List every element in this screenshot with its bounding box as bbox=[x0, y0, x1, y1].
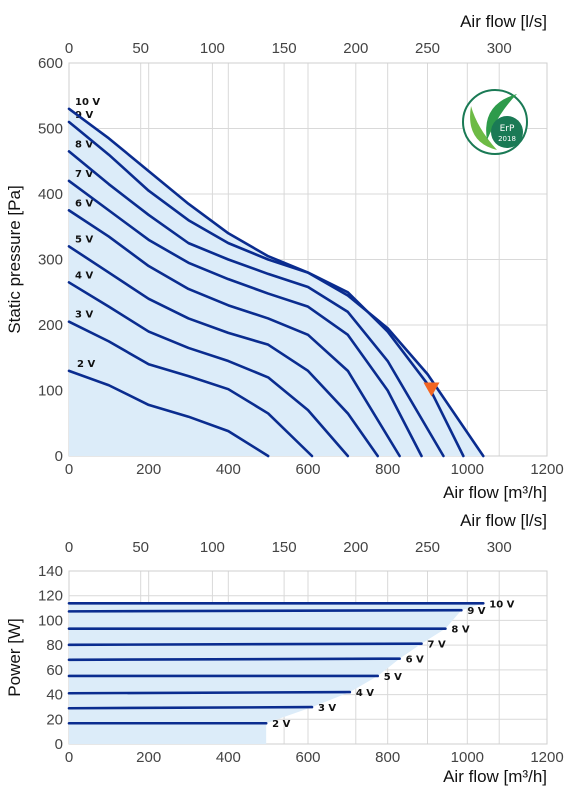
curve-label: 8 V bbox=[451, 625, 469, 636]
curve-label: 4 V bbox=[75, 270, 93, 281]
curve-label: 5 V bbox=[384, 672, 402, 683]
leaf-icon bbox=[486, 94, 517, 140]
curve-7v bbox=[67, 179, 423, 458]
x-tick-label: 800 bbox=[375, 461, 400, 478]
curve-label: 5 V bbox=[75, 234, 93, 245]
y-tick-label: 200 bbox=[38, 317, 63, 334]
y-tick-label: 100 bbox=[38, 383, 63, 400]
x2-tick-label: 0 bbox=[65, 539, 73, 556]
x-tick-label: 200 bbox=[136, 461, 161, 478]
pressure-chart: 2 V 3 V 4 V 5 V 6 V 7 V 8 V 9 V 10 V 0 200 400 600 80… bbox=[5, 12, 564, 502]
curve-label: 9 V bbox=[467, 606, 485, 617]
y-tick-label: 120 bbox=[38, 588, 63, 605]
x-tick-label: 400 bbox=[216, 749, 241, 766]
x-tick-label: 400 bbox=[216, 461, 241, 478]
curve-label: 7 V bbox=[428, 640, 446, 651]
x2-tick-label: 100 bbox=[200, 40, 225, 57]
curve-label: 10 V bbox=[75, 97, 100, 108]
y-tick-label: 40 bbox=[46, 687, 63, 704]
x-axis-title: Air flow [m³/h] bbox=[443, 767, 547, 786]
x-tick-label: 600 bbox=[295, 749, 320, 766]
x2-tick-label: 150 bbox=[272, 539, 297, 556]
y-tick-label: 100 bbox=[38, 612, 63, 629]
curve-5v bbox=[67, 245, 380, 458]
x-tick-label: 200 bbox=[136, 749, 161, 766]
x-tick-label: 600 bbox=[295, 461, 320, 478]
curve-2v bbox=[67, 369, 270, 458]
x2-tick-label: 300 bbox=[487, 539, 512, 556]
curve-label: 10 V bbox=[489, 599, 514, 610]
x2-tick-label: 250 bbox=[415, 539, 440, 556]
curve-label: 4 V bbox=[356, 688, 374, 699]
curve-label: 2 V bbox=[77, 359, 95, 370]
erp-badge-text: ErP bbox=[500, 124, 515, 134]
x2-tick-label: 250 bbox=[415, 40, 440, 57]
y-tick-label: 400 bbox=[38, 186, 63, 203]
curve-label: 2 V bbox=[272, 719, 290, 730]
curve-8v bbox=[67, 150, 445, 458]
curve-9v bbox=[67, 608, 463, 613]
curve-3v bbox=[67, 320, 314, 458]
y-tick-label: 0 bbox=[55, 736, 63, 753]
curve-3v bbox=[67, 705, 314, 710]
x2-axis-title: Air flow [l/s] bbox=[460, 12, 547, 31]
operating-area bbox=[69, 108, 484, 456]
curve-label: 6 V bbox=[75, 198, 93, 209]
x-tick-label: 0 bbox=[65, 749, 73, 766]
y-tick-label: 80 bbox=[46, 637, 63, 654]
curve-label: 6 V bbox=[406, 655, 424, 666]
x2-tick-label: 200 bbox=[343, 539, 368, 556]
x-axis-title: Air flow [m³/h] bbox=[443, 483, 547, 502]
curve-4v bbox=[67, 690, 352, 695]
x2-tick-label: 100 bbox=[200, 539, 225, 556]
curve-label: 3 V bbox=[75, 310, 93, 321]
y-tick-label: 500 bbox=[38, 121, 63, 138]
x-tick-label: 800 bbox=[375, 749, 400, 766]
erp-badge-disc bbox=[491, 116, 523, 148]
curve-4v bbox=[67, 281, 350, 458]
y-tick-label: 140 bbox=[38, 563, 63, 580]
operating-point-marker bbox=[423, 382, 440, 397]
leaf-icon bbox=[470, 106, 497, 150]
y-tick-label: 0 bbox=[55, 448, 63, 465]
curve-6v bbox=[67, 209, 401, 458]
x-tick-label: 1000 bbox=[451, 749, 484, 766]
y-tick-label: 20 bbox=[46, 711, 63, 728]
x2-tick-label: 0 bbox=[65, 40, 73, 57]
curve-7v bbox=[67, 642, 423, 647]
x2-tick-label: 50 bbox=[132, 40, 149, 57]
curve-9v bbox=[67, 120, 465, 458]
curve-label: 7 V bbox=[75, 169, 93, 180]
x2-tick-label: 200 bbox=[343, 40, 368, 57]
erp-badge-year: 2018 bbox=[498, 135, 516, 143]
x-tick-label: 1200 bbox=[530, 461, 563, 478]
x-tick-label: 1000 bbox=[451, 461, 484, 478]
x2-tick-label: 150 bbox=[272, 40, 297, 57]
curve-label: 9 V bbox=[75, 110, 93, 121]
y-axis-title: Power [W] bbox=[5, 618, 24, 696]
y-axis-title: Static pressure [Pa] bbox=[5, 185, 24, 333]
x-tick-label: 1200 bbox=[530, 749, 563, 766]
curve-6v bbox=[67, 657, 401, 662]
curve-10v bbox=[67, 107, 485, 458]
y-tick-label: 60 bbox=[46, 662, 63, 679]
curve-label: 3 V bbox=[318, 703, 336, 714]
curve-label: 8 V bbox=[75, 139, 93, 150]
x2-axis-title: Air flow [l/s] bbox=[460, 511, 547, 530]
x2-tick-label: 50 bbox=[132, 539, 149, 556]
x2-tick-label: 300 bbox=[487, 40, 512, 57]
power-chart: 2 V3 V4 V5 V6 V7 V8 V9 V10 V0 200 400 600 80… bbox=[5, 511, 564, 786]
x-tick-label: 0 bbox=[65, 461, 73, 478]
y-tick-label: 300 bbox=[38, 252, 63, 269]
y-tick-label: 600 bbox=[38, 55, 63, 72]
